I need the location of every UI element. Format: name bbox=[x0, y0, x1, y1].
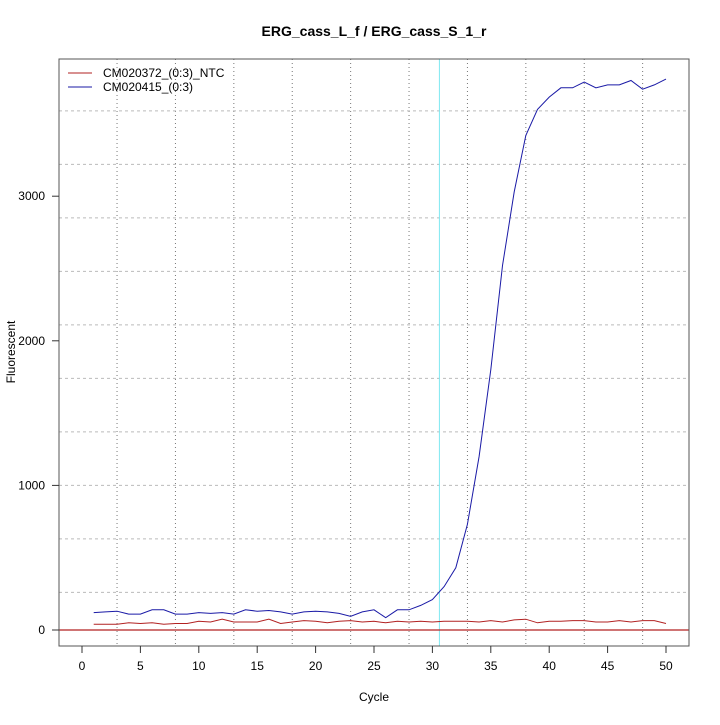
legend: CM020372_(0:3)_NTC CM020415_(0:3) bbox=[68, 66, 225, 94]
plot-marks bbox=[59, 59, 689, 646]
x-tick-label: 30 bbox=[426, 659, 440, 673]
x-axis: 0 5 10 15 20 25 30 35 40 45 50 bbox=[79, 646, 673, 673]
legend-label-sample: CM020415_(0:3) bbox=[103, 80, 193, 94]
x-tick-label: 10 bbox=[192, 659, 206, 673]
y-axis: 0 1000 2000 3000 bbox=[18, 189, 59, 637]
x-tick-label: 40 bbox=[543, 659, 557, 673]
y-tick-label: 0 bbox=[38, 623, 45, 637]
y-axis-label: Fluorescent bbox=[4, 320, 18, 383]
y-tick-label: 1000 bbox=[18, 478, 45, 492]
plot-box bbox=[58, 58, 690, 647]
x-tick-label: 35 bbox=[484, 659, 498, 673]
x-tick-label: 45 bbox=[601, 659, 615, 673]
series-line-1 bbox=[93, 78, 667, 619]
x-tick-label: 15 bbox=[251, 659, 265, 673]
grid bbox=[59, 59, 689, 646]
chart-title: ERG_cass_L_f / ERG_cass_S_1_r bbox=[262, 23, 487, 39]
x-tick-label: 25 bbox=[367, 659, 381, 673]
x-tick-label: 20 bbox=[309, 659, 323, 673]
x-tick-label: 0 bbox=[79, 659, 86, 673]
x-axis-label: Cycle bbox=[359, 690, 389, 704]
series-line-0 bbox=[93, 618, 667, 625]
legend-label-ntc: CM020372_(0:3)_NTC bbox=[103, 66, 225, 80]
x-tick-label: 5 bbox=[137, 659, 144, 673]
x-tick-label: 50 bbox=[659, 659, 673, 673]
y-tick-label: 2000 bbox=[18, 334, 45, 348]
y-tick-label: 3000 bbox=[18, 189, 45, 203]
